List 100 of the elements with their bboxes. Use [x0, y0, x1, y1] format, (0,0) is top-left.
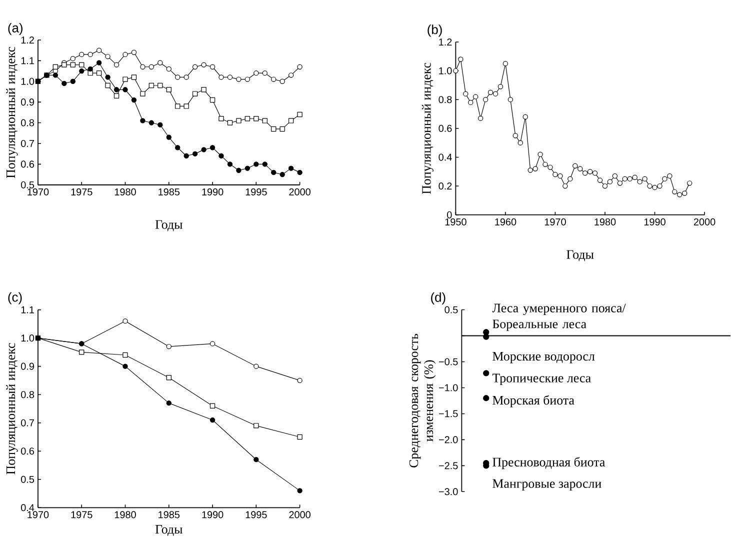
point [254, 70, 259, 76]
point [597, 178, 603, 183]
point [642, 176, 648, 182]
x-axis-title: Годы [155, 524, 182, 536]
point [288, 166, 294, 171]
point [114, 86, 120, 92]
point [62, 62, 67, 68]
point [184, 153, 189, 158]
point [297, 170, 302, 175]
point [105, 54, 110, 59]
point [166, 66, 172, 72]
series-label: Морские водоросл [492, 352, 595, 364]
point [88, 70, 93, 76]
point [88, 66, 93, 72]
y-tick-label: 0.5 [21, 181, 34, 188]
point [140, 118, 146, 124]
y-tick-label: 0 [447, 211, 452, 218]
y-tick-label: 0.6 [21, 447, 34, 454]
y-tick-label: 0.5 [21, 476, 34, 483]
x-tick-label: 1985 [158, 510, 180, 518]
point [672, 189, 678, 194]
point [677, 192, 682, 198]
point [254, 456, 259, 462]
point [184, 74, 189, 80]
x-tick-label: 1990 [202, 188, 224, 196]
series-label: Мангровые заросли [492, 479, 602, 490]
point [96, 48, 102, 53]
x-tick-label: 1990 [202, 510, 224, 518]
point [122, 318, 128, 324]
point [148, 82, 154, 88]
y-tick-label: −1.0 [439, 384, 458, 392]
y-tick-label: −2.5 [439, 462, 458, 470]
x-tick-label: 1960 [495, 218, 516, 226]
point [201, 86, 206, 92]
point [297, 434, 302, 440]
point [244, 166, 250, 171]
y-tick-label: −1.5 [439, 410, 458, 418]
point [518, 140, 523, 146]
point [602, 183, 608, 188]
point [105, 82, 110, 88]
point [592, 170, 598, 176]
point [192, 91, 198, 96]
y-tick-label: 1.0 [439, 67, 452, 74]
point [166, 134, 172, 140]
point [453, 68, 458, 74]
point [254, 422, 259, 428]
y-axis-title: Популяционный индекс [6, 46, 18, 178]
point [210, 144, 216, 150]
y-tick-label: 1.0 [21, 78, 34, 85]
y-tick-label: 0.2 [438, 182, 452, 190]
point [184, 103, 189, 109]
point [140, 64, 146, 70]
chart-title: (a) [8, 22, 22, 35]
point [122, 76, 128, 82]
y-tick-label: 0.8 [21, 119, 34, 126]
point [175, 103, 180, 109]
point [166, 86, 172, 92]
point [122, 364, 128, 369]
point [558, 173, 563, 178]
point [297, 112, 302, 117]
point [140, 91, 146, 96]
x-tick-label: 2000 [289, 510, 310, 518]
point [582, 170, 588, 176]
y-tick-label: 0.4 [438, 154, 452, 161]
point [210, 417, 216, 422]
point [612, 173, 618, 178]
point [458, 56, 464, 62]
point [262, 118, 268, 124]
y-tick-label: 1.1 [21, 306, 34, 314]
x-tick-label: 1970 [28, 510, 49, 518]
y-tick-label: 0.8 [21, 390, 34, 398]
point [175, 144, 180, 150]
point [175, 74, 180, 80]
point [492, 91, 498, 96]
point [114, 62, 120, 68]
point [148, 64, 154, 70]
point [473, 94, 478, 100]
x-tick-label: 1990 [644, 218, 666, 226]
point [70, 62, 76, 68]
x-tick-label: 1995 [246, 188, 267, 196]
point [617, 180, 623, 186]
point [532, 166, 538, 172]
point [637, 178, 642, 184]
point [657, 183, 662, 188]
x-tick-label: 1980 [114, 510, 136, 518]
point [131, 50, 137, 55]
point [148, 120, 154, 126]
point [271, 170, 276, 175]
y-tick-label: 0.4 [21, 504, 34, 511]
point [192, 151, 198, 156]
point [632, 174, 638, 180]
point [262, 161, 268, 167]
point [528, 167, 533, 173]
point [70, 78, 76, 84]
point [271, 76, 276, 82]
y-tick-label: 0.6 [438, 124, 452, 132]
point [587, 168, 593, 174]
x-tick-label: 1995 [246, 510, 267, 518]
x-tick-label: 1975 [71, 510, 92, 518]
point [280, 172, 285, 177]
